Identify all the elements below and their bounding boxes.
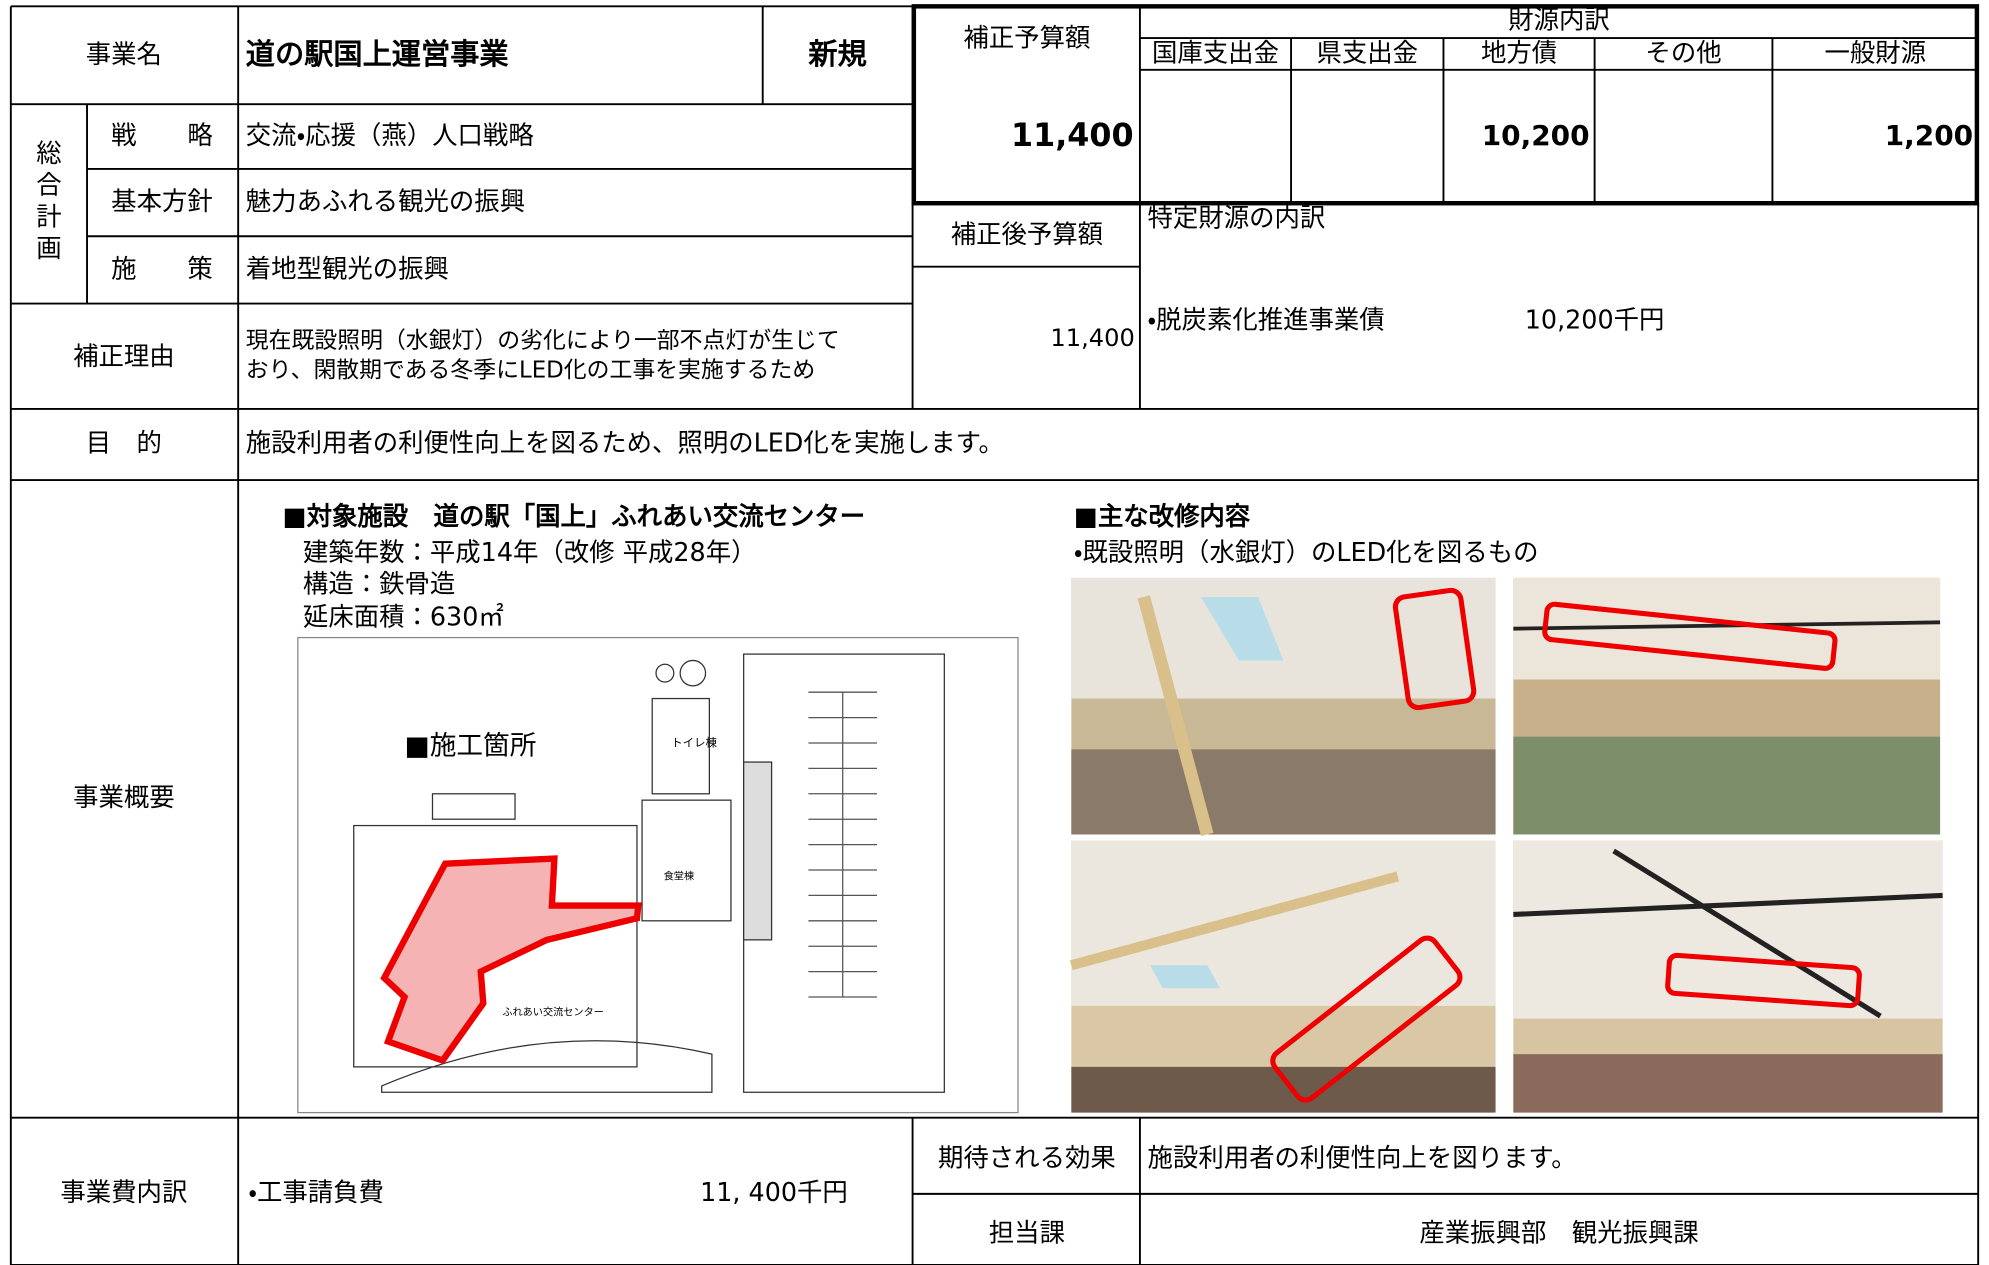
tank [679,659,707,687]
plan-label-text: 総合計画 [36,138,61,263]
specific-sources-item: ・脱炭素化推進事業債 [1148,304,1385,334]
source-value: 1,200 [1885,119,1973,152]
effect-text: 施設利用者の利便性向上を図ります。 [1148,1143,1577,1173]
photo-beam [1137,595,1214,837]
photos [1070,577,1943,1113]
plan-row-label: 基本方針 [111,186,213,216]
work-line: ・既設照明（水銀灯）のLED化を図るもの [1074,537,1539,567]
specific-sources-title: 特定財源の内訳 [1148,203,1326,233]
purpose-label: 目 的 [86,428,162,458]
highlight [1542,601,1838,671]
plan-label-char: 合 [36,170,61,200]
photo-rail [1513,892,1943,917]
food-building [641,799,732,922]
highlight [1665,952,1862,1009]
map-label: 食堂棟 [664,869,694,882]
plan-row-value: 交流・応援（燕）人口戦略 [246,120,534,150]
sources-title: 財源内訳 [1508,5,1610,35]
map-label: トイレ棟 [671,735,717,749]
plan-label-char: 計 [36,201,61,231]
project-name: 道の駅国上運営事業 [246,37,510,71]
source-label: その他 [1645,38,1721,68]
structure [431,793,516,820]
plan-row-label: 戦 略 [111,120,213,150]
photo-skylight [1200,596,1284,661]
floor-plan [297,636,1019,1114]
purpose-text: 施設利用者の利便性向上を図るため、照明のLED化を実施します。 [246,428,1004,458]
map-legend: ■施工箇所 [405,730,537,761]
photo-skylight [1150,965,1220,989]
project-status: 新規 [807,37,866,71]
photo-shelves [1071,749,1496,835]
budget-amount: 11,400 [1011,118,1134,154]
plan-row-value: 魅力あふれる観光の振興 [246,186,525,216]
plan-row-label: 施 策 [111,254,213,284]
work-title: ■主な改修内容 [1074,501,1251,531]
overview-label: 事業概要 [73,782,175,812]
reason-label: 補正理由 [73,341,175,371]
photo-ceiling [1071,577,1496,699]
cost-amount: 11, 400千円 [700,1177,848,1207]
photo-ceiling [1071,840,1496,1006]
walkway [381,1040,713,1093]
photo-shelves [1513,1054,1943,1113]
plan-frame [297,636,1019,1114]
tank [655,663,675,683]
after-budget-amount: 11,400 [1050,324,1134,352]
cost-item: ・工事請負費 [248,1177,384,1207]
photo-rail [1513,620,1941,631]
facility-line: 構造：鉄骨造 [303,569,455,599]
source-label: 一般財源 [1825,38,1927,68]
facility-title: ■対象施設 道の駅「国上」ふれあい交流センター [283,501,866,531]
budget-frame [911,4,1980,206]
map-label: ふれあい交流センター [502,1006,604,1018]
department-label: 担当課 [989,1218,1065,1248]
photo-rail [1612,848,1882,1019]
facility-line: 延床面積：630㎡ [303,602,504,632]
facility-line: 建築年数：平成14年（改修 平成28年） [303,537,757,567]
source-label: 地方債 [1481,38,1557,68]
source-value: 10,200 [1482,119,1590,152]
construction-area [380,855,642,1065]
photo-shelves [1071,1066,1496,1113]
plan-label: 総合計画 [36,138,61,263]
plan-row-value: 着地型観光の振興 [246,254,449,284]
photo-shelves [1513,736,1941,835]
effect-label: 期待される効果 [938,1143,1116,1173]
highlight [1270,935,1463,1103]
building-outline [353,824,638,1068]
cost-label: 事業費内訳 [60,1177,187,1207]
after-budget-label: 補正後予算額 [951,219,1103,249]
parking-lines [808,691,878,998]
source-label: 国庫支出金 [1152,38,1279,68]
department-text: 産業振興部 観光振興課 [1419,1218,1698,1248]
highlight [1392,587,1477,711]
project-label: 事業名 [86,39,162,69]
reason-line: 現在既設照明（水銀灯）の劣化により一部不点灯が生じて [246,328,840,354]
budget-label: 補正予算額 [963,22,1090,52]
photo-beam [1070,871,1400,971]
reason-line: おり、閑散期である冬季にLED化の工事を実施するため [246,357,815,383]
hatch [743,761,773,941]
table-grid [9,5,1980,1265]
sources: 国庫支出金 県支出金 地方債 10,200 その他 一般財源 1,200 [1152,38,1973,153]
source-label: 県支出金 [1316,38,1418,68]
specific-sources-amount: 10,200千円 [1525,304,1665,334]
photo-ceiling [1513,840,1943,1019]
plan-label-char: 画 [36,233,61,263]
toilet-building [651,697,711,795]
plan-label-char: 総 [36,138,61,168]
